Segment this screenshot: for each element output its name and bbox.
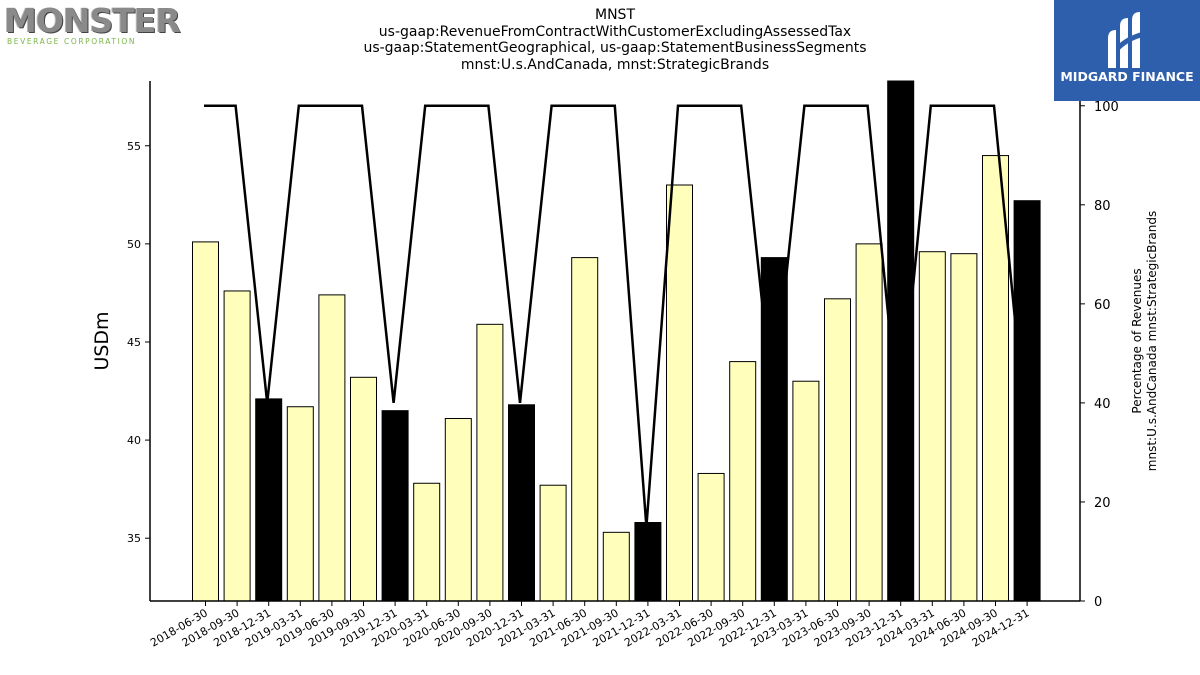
bar bbox=[602, 531, 630, 602]
bar bbox=[571, 257, 599, 602]
bar bbox=[824, 298, 851, 602]
monster-logo: MONSTER BEVERAGE CORPORATION bbox=[4, 1, 181, 46]
monster-logo-subtitle: BEVERAGE CORPORATION bbox=[7, 37, 137, 46]
bar bbox=[855, 243, 883, 602]
bar bbox=[508, 404, 535, 602]
chart-title-line: us-gaap:StatementGeographical, us-gaap:S… bbox=[363, 40, 867, 56]
y-tick-label: 35 bbox=[127, 532, 141, 545]
bar bbox=[476, 323, 504, 602]
y2-tick-label: 20 bbox=[1094, 496, 1111, 511]
bar bbox=[729, 361, 757, 602]
bar bbox=[381, 410, 409, 602]
y2-tick-label: 60 bbox=[1094, 298, 1111, 313]
bar bbox=[255, 398, 283, 602]
bar bbox=[950, 253, 978, 602]
bar bbox=[350, 376, 377, 602]
monster-logo-word: MONSTER bbox=[4, 1, 181, 40]
y-tick-label: 55 bbox=[127, 140, 141, 153]
bar bbox=[1013, 200, 1041, 602]
bar bbox=[887, 80, 915, 602]
y2-tick-label: 40 bbox=[1094, 397, 1111, 412]
bar bbox=[192, 241, 219, 602]
bar bbox=[286, 406, 314, 602]
bar bbox=[413, 482, 441, 602]
bar bbox=[634, 522, 662, 602]
y-tick-label: 50 bbox=[127, 238, 141, 251]
bar bbox=[792, 380, 820, 602]
y-tick-label: 40 bbox=[127, 434, 141, 447]
y-axis-label: USDm bbox=[91, 311, 113, 370]
chart-title-line: MNST bbox=[595, 7, 635, 23]
chart-title-line: mnst:U.s.AndCanada, mnst:StrategicBrands bbox=[460, 57, 770, 73]
bar bbox=[666, 184, 693, 602]
percentage-line bbox=[204, 104, 1027, 527]
y2-axis-label: Percentage of Revenues bbox=[1130, 268, 1144, 413]
y2-tick-label: 100 bbox=[1094, 100, 1119, 115]
bar bbox=[444, 418, 472, 602]
midgard-logo-icon bbox=[1108, 12, 1145, 68]
bar bbox=[318, 294, 346, 602]
bar bbox=[697, 472, 725, 602]
chart-title-line: us-gaap:RevenueFromContractWithCustomerE… bbox=[378, 24, 852, 40]
y2-axis-label: mnst:U.s.AndCanada mnst:StrategicBrands bbox=[1145, 211, 1159, 471]
y2-tick-label: 0 bbox=[1094, 595, 1102, 610]
midgard-logo-name: MIDGARD FINANCE bbox=[1060, 69, 1194, 84]
y2-tick-label: 80 bbox=[1094, 199, 1111, 214]
bar bbox=[539, 484, 567, 602]
bar bbox=[918, 251, 946, 602]
bar bbox=[223, 290, 251, 602]
midgard-finance-logo: MIDGARD FINANCE bbox=[1054, 0, 1200, 101]
y-tick-label: 45 bbox=[127, 336, 141, 349]
